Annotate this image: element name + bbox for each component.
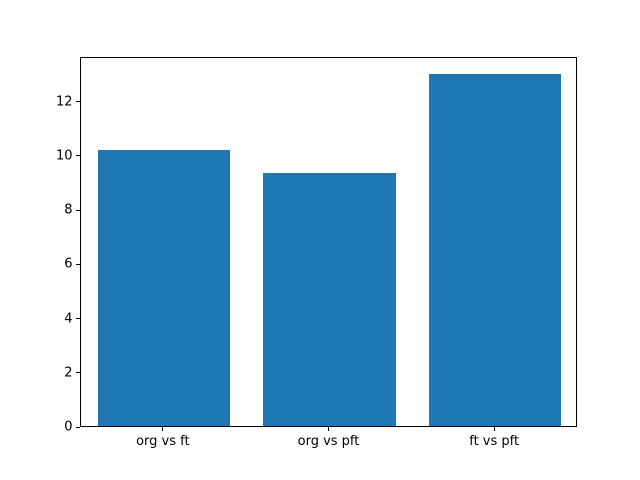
y-tick-label: 2 bbox=[64, 365, 73, 381]
x-tick-mark bbox=[493, 427, 495, 431]
bar-org-vs-ft bbox=[97, 149, 231, 426]
plot-area bbox=[80, 57, 577, 427]
y-tick-label: 0 bbox=[64, 419, 73, 435]
bar-ft-vs-pft bbox=[428, 73, 562, 426]
x-tick-mark bbox=[162, 427, 164, 431]
y-tick-label: 8 bbox=[64, 202, 73, 218]
x-tick-label-org-vs-pft: org vs pft bbox=[297, 434, 360, 449]
y-tick-mark bbox=[76, 209, 80, 211]
bar-org-vs-pft bbox=[263, 172, 396, 426]
y-tick-mark bbox=[76, 155, 80, 157]
y-tick-mark bbox=[76, 372, 80, 374]
y-tick-label: 12 bbox=[55, 94, 73, 110]
y-tick-mark bbox=[76, 426, 80, 428]
y-tick-mark bbox=[76, 101, 80, 103]
y-tick-label: 10 bbox=[55, 148, 73, 164]
y-tick-mark bbox=[76, 318, 80, 320]
y-tick-label: 6 bbox=[64, 256, 73, 272]
x-tick-mark bbox=[328, 427, 329, 431]
y-tick-label: 4 bbox=[64, 311, 73, 327]
y-tick-mark bbox=[76, 263, 80, 265]
x-tick-label-ft-vs-pft: ft vs pft bbox=[469, 434, 520, 449]
x-tick-label-org-vs-ft: org vs ft bbox=[136, 434, 190, 449]
